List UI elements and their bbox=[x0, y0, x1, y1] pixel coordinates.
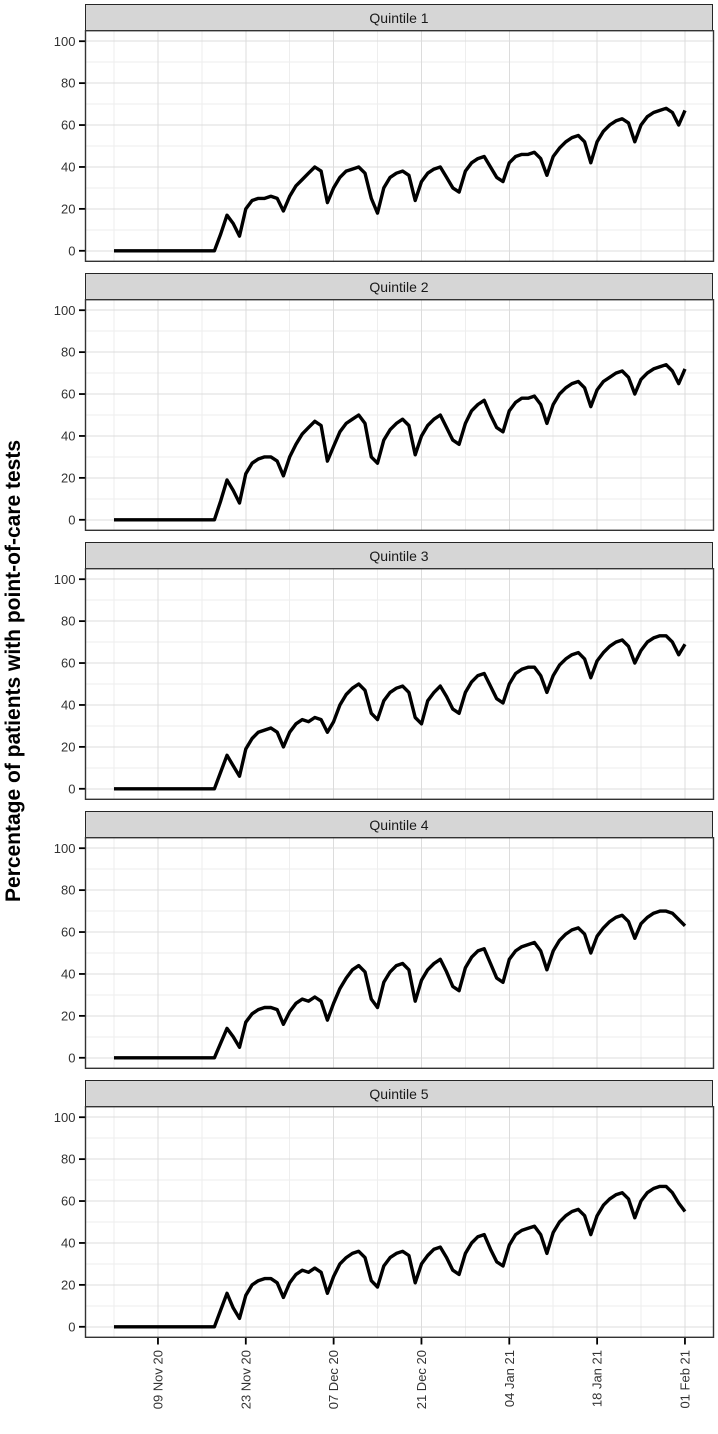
y-axis: 0 20 40 60 80 100 bbox=[54, 34, 85, 258]
facet-plot: 0 20 40 60 80 100 bbox=[54, 299, 715, 531]
gridlines bbox=[85, 30, 714, 262]
x-tick-label: 21 Dec 20 bbox=[414, 1350, 429, 1409]
y-tick-label: 60 bbox=[61, 656, 75, 671]
y-tick-label: 60 bbox=[61, 118, 75, 133]
x-tick-label: 04 Jan 21 bbox=[502, 1350, 517, 1407]
y-tick-label: 60 bbox=[61, 925, 75, 940]
facet-plot: 0 20 40 60 80 100 bbox=[54, 837, 715, 1069]
y-tick-label: 60 bbox=[61, 1194, 75, 1209]
y-tick-label: 0 bbox=[68, 512, 75, 527]
facet-panel: Quintile 5 0 20 40 60 80 100 bbox=[28, 1080, 718, 1338]
panel-border bbox=[84, 1106, 715, 1338]
y-tick-label: 100 bbox=[54, 1110, 76, 1125]
gridlines bbox=[85, 568, 714, 800]
x-axis: 09 Nov 20 23 Nov 20 07 Dec 20 21 Dec 20 04 J… bbox=[151, 1338, 693, 1409]
y-tick-label: 80 bbox=[61, 1152, 75, 1167]
facet-strip-label: Quintile 1 bbox=[85, 4, 713, 30]
y-tick-label: 100 bbox=[54, 303, 76, 318]
y-tick-label: 20 bbox=[61, 201, 75, 216]
panel-border bbox=[84, 837, 715, 1069]
facet-strip-label: Quintile 5 bbox=[85, 1080, 713, 1106]
y-axis-title: Percentage of patients with point-of-car… bbox=[2, 439, 25, 902]
y-axis: 0 20 40 60 80 100 bbox=[54, 1110, 85, 1334]
y-tick-label: 80 bbox=[61, 345, 75, 360]
facet-strip-label: Quintile 2 bbox=[85, 273, 713, 299]
x-tick-label: 07 Dec 20 bbox=[326, 1350, 341, 1409]
y-tick-label: 20 bbox=[61, 739, 75, 754]
y-tick-label: 0 bbox=[68, 1319, 75, 1334]
y-tick-label: 20 bbox=[61, 470, 75, 485]
y-tick-label: 0 bbox=[68, 1050, 75, 1065]
y-tick-label: 80 bbox=[61, 76, 75, 91]
y-tick-label: 100 bbox=[54, 572, 76, 587]
y-tick-label: 60 bbox=[61, 387, 75, 402]
x-tick-label: 18 Jan 21 bbox=[590, 1350, 605, 1407]
y-tick-label: 80 bbox=[61, 614, 75, 629]
gridlines bbox=[85, 299, 714, 531]
facet-panel: Quintile 2 0 20 40 60 80 100 bbox=[28, 273, 718, 531]
y-axis: 0 20 40 60 80 100 bbox=[54, 303, 85, 527]
facet-panel: Quintile 1 0 20 40 60 80 100 bbox=[28, 4, 718, 262]
y-tick-label: 40 bbox=[61, 1236, 75, 1251]
y-tick-label: 40 bbox=[61, 967, 75, 982]
facet-grid: Quintile 1 0 20 40 60 80 100 Quintile 2 0 20 40 60 8… bbox=[28, 0, 718, 1430]
y-tick-label: 0 bbox=[68, 781, 75, 796]
x-tick-label: 23 Nov 20 bbox=[238, 1350, 253, 1409]
y-tick-label: 100 bbox=[54, 34, 76, 49]
facet-plot: 0 20 40 60 80 100 bbox=[54, 30, 715, 262]
facet-plot: 0 20 40 60 80 100 bbox=[54, 1106, 715, 1338]
y-tick-label: 100 bbox=[54, 841, 76, 856]
gridlines bbox=[85, 1106, 714, 1338]
y-tick-label: 20 bbox=[61, 1277, 75, 1292]
facet-panel: Quintile 3 0 20 40 60 80 100 bbox=[28, 542, 718, 800]
x-tick-label: 09 Nov 20 bbox=[151, 1350, 166, 1409]
series-line bbox=[114, 909, 687, 1060]
series-line bbox=[114, 362, 687, 522]
series-line bbox=[114, 634, 687, 791]
y-tick-label: 40 bbox=[61, 160, 75, 175]
y-tick-label: 20 bbox=[61, 1008, 75, 1023]
panel-border bbox=[84, 568, 715, 800]
panel-border bbox=[84, 299, 715, 531]
gridlines bbox=[85, 837, 714, 1069]
facet-strip-label: Quintile 4 bbox=[85, 811, 713, 837]
y-axis-title-column: Percentage of patients with point-of-car… bbox=[0, 0, 28, 1341]
y-tick-label: 80 bbox=[61, 883, 75, 898]
x-tick-label: 01 Feb 21 bbox=[678, 1350, 693, 1409]
y-tick-label: 40 bbox=[61, 698, 75, 713]
y-tick-label: 0 bbox=[68, 243, 75, 258]
facet-plot: 0 20 40 60 80 100 bbox=[54, 568, 715, 800]
series-line bbox=[114, 1184, 687, 1329]
y-tick-label: 40 bbox=[61, 429, 75, 444]
y-axis: 0 20 40 60 80 100 bbox=[54, 841, 85, 1065]
facet-panel: Quintile 4 0 20 40 60 80 100 bbox=[28, 811, 718, 1069]
facet-strip-label: Quintile 3 bbox=[85, 542, 713, 568]
series-line bbox=[114, 106, 687, 253]
panel-border bbox=[84, 30, 715, 262]
y-axis: 0 20 40 60 80 100 bbox=[54, 572, 85, 796]
